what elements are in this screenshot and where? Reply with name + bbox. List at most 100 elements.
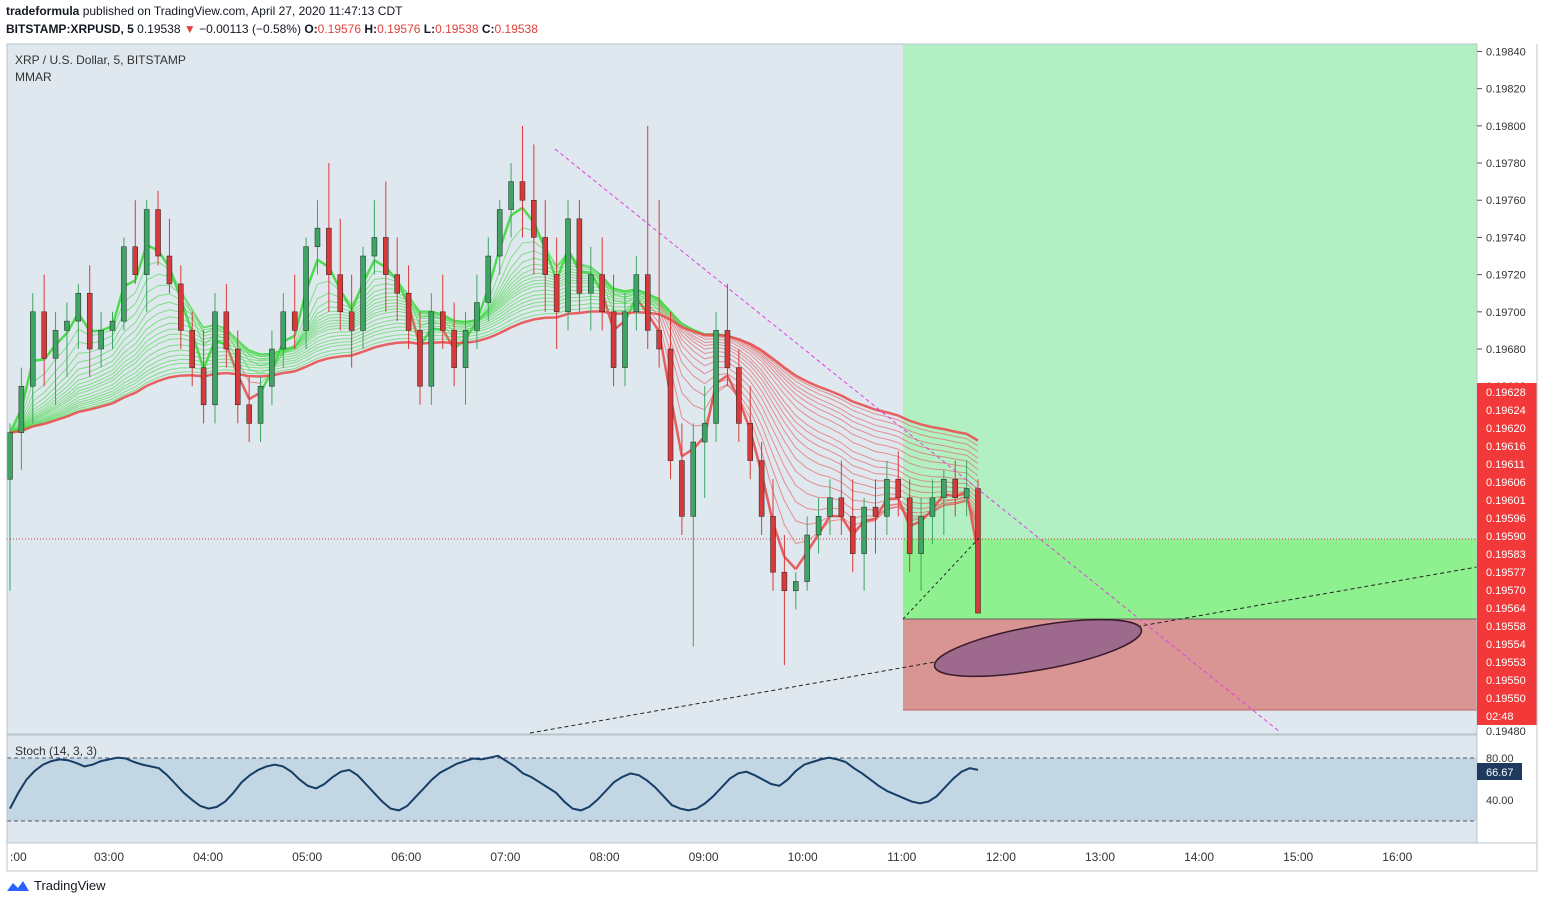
ribbon-segment: [146, 379, 159, 388]
ribbon-segment: [55, 410, 68, 417]
price-axis[interactable]: 0.19840 0.19820 0.19800 0.19780 0.19760 0.197…: [1477, 46, 1537, 738]
price-label-box: [1477, 491, 1537, 509]
ribbon-segment: [693, 388, 705, 397]
ribbon-segment: [818, 422, 831, 429]
ascending-trendline[interactable]: [529, 566, 1478, 734]
ribbon-segment: [749, 353, 762, 366]
price-label: 0.19564: [1486, 603, 1526, 615]
ribbon-segment: [66, 390, 79, 401]
ribbon-segment: [749, 394, 763, 416]
ribbon-segment: [693, 335, 705, 343]
ribbon-segment: [954, 430, 967, 436]
ribbon-segment: [499, 301, 512, 312]
ribbon-segment: [932, 425, 945, 431]
ribbon-segment: [795, 485, 808, 495]
ribbon-segment: [249, 381, 261, 384]
ribbon-segment: [772, 396, 785, 415]
ribbon-segment: [169, 354, 181, 357]
ribbon-segment: [55, 404, 68, 412]
ribbon-segment: [385, 315, 398, 318]
ribbon-segment: [374, 340, 386, 345]
ribbon-segment: [78, 376, 90, 381]
ribbon-segment: [351, 339, 364, 346]
stoch-k-line: [9, 754, 979, 812]
ribbon-segment: [317, 340, 330, 346]
ribbon-segment: [806, 380, 820, 388]
ribbon-segment: [100, 365, 113, 372]
ribbon-segment: [294, 354, 307, 361]
candle-body: [143, 209, 150, 275]
ribbon-segment: [488, 319, 500, 327]
wedge-lower-line[interactable]: [902, 536, 981, 620]
candle-body: [132, 246, 139, 275]
ribbon-segment: [157, 333, 170, 340]
ribbon-segment: [818, 389, 831, 395]
ribbon-segment: [806, 384, 819, 391]
ribbon-segment: [807, 493, 819, 499]
candle-body: [7, 432, 13, 480]
ribbon-segment: [681, 375, 694, 390]
ribbon-segment: [795, 429, 808, 440]
highlight-ellipse[interactable]: [931, 608, 1145, 688]
ribbon-segment: [829, 518, 842, 522]
ribbon-segment: [533, 282, 546, 285]
author-name[interactable]: tradeformula: [6, 4, 80, 18]
ribbon-segment: [157, 364, 170, 370]
descending-trendline[interactable]: [554, 148, 1281, 733]
ribbon-segment: [43, 386, 56, 399]
ribbon-segment: [510, 321, 523, 329]
ribbon-segment: [66, 406, 79, 413]
ribbon-segment: [499, 298, 512, 309]
ribbon-segment: [533, 285, 546, 288]
ribbon-segment: [249, 350, 261, 355]
ribbon-segment: [499, 287, 512, 302]
ribbon-segment: [613, 300, 625, 302]
ribbon-segment: [89, 402, 102, 407]
ribbon-segment: [487, 300, 501, 313]
ribbon-segment: [898, 456, 910, 464]
symbol-label: BITSTAMP:XRPUSD, 5: [6, 22, 134, 36]
stoch-80-label: 80.00: [1486, 753, 1514, 765]
time-axis[interactable]: :00 03:00 04:00 05:00 06:00 07:00 08:00 09:00 10…: [10, 850, 1413, 864]
candle-body: [212, 311, 218, 406]
ribbon-segment: [283, 355, 295, 358]
ribbon-segment: [966, 472, 979, 483]
ribbon-segment: [146, 327, 159, 337]
ribbon-segment: [784, 407, 797, 423]
ribbon-segment: [134, 362, 147, 374]
ribbon-segment: [328, 348, 341, 352]
ribbon-segment: [123, 376, 136, 384]
ribbon-segment: [875, 443, 887, 447]
tradingview-logo[interactable]: TradingView: [6, 878, 106, 893]
ribbon-segment: [920, 434, 933, 439]
ribbon-segment: [112, 394, 125, 402]
candle-body: [701, 423, 708, 443]
ribbon-segment: [738, 349, 751, 359]
ribbon-segment: [134, 303, 148, 323]
candle-body: [451, 330, 457, 368]
candle-body: [52, 330, 59, 359]
ribbon-segment: [305, 333, 318, 344]
ribbon-segment: [681, 328, 694, 339]
ribbon-segment: [294, 345, 307, 354]
ribbon-segment: [875, 424, 888, 429]
ribbon-segment: [909, 455, 922, 461]
ribbon-segment: [795, 501, 808, 509]
ribbon-segment: [681, 362, 694, 377]
ribbon-segment: [100, 373, 113, 380]
ribbon-segment: [328, 327, 341, 330]
ribbon-segment: [749, 402, 763, 426]
target-zone: [903, 44, 1477, 539]
ribbon-segment: [317, 336, 330, 342]
ribbon-segment: [191, 323, 204, 334]
ribbon-segment: [522, 268, 535, 275]
ribbon-segment: [237, 343, 250, 352]
ribbon-segment: [112, 352, 125, 367]
time-tick-label: 05:00: [292, 850, 322, 864]
ribbon-segment: [43, 404, 56, 413]
candle-body: [30, 311, 36, 387]
ribbon-segment: [317, 300, 330, 309]
ribbon-segment: [829, 458, 842, 466]
candle-body: [280, 311, 287, 350]
